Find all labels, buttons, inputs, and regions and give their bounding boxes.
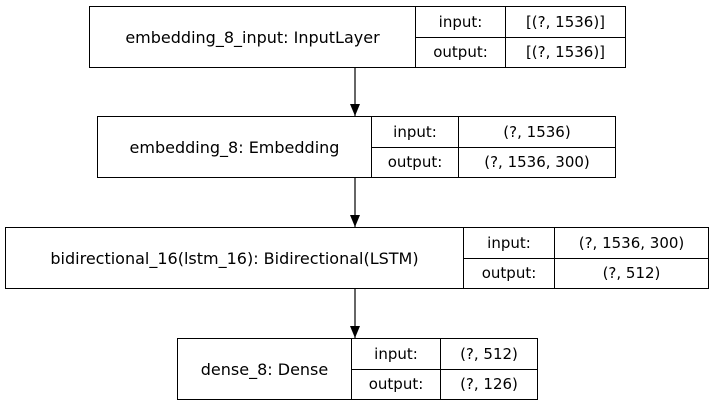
input-shape: [(?, 1536)] xyxy=(525,12,606,31)
output-row: output: [(?, 1536)] xyxy=(416,36,625,67)
input-shape: (?, 1536, 300) xyxy=(578,233,685,252)
node-bidirectional-16: bidirectional_16(lstm_16): Bidirectional… xyxy=(5,227,709,289)
output-shape: (?, 1536, 300) xyxy=(484,153,590,172)
output-label: output: xyxy=(372,147,459,177)
input-label: input: xyxy=(372,117,459,147)
output-label: output: xyxy=(464,258,555,288)
io-grid: input: (?, 512) output: (?, 126) xyxy=(352,339,537,399)
input-row: input: (?, 512) xyxy=(352,339,537,369)
output-shape: [(?, 1536)] xyxy=(525,43,606,62)
input-shape: (?, 1536) xyxy=(503,122,571,141)
output-shape: (?, 126) xyxy=(460,375,518,394)
input-label: input: xyxy=(464,228,555,258)
output-shape: (?, 512) xyxy=(602,264,661,283)
output-label: output: xyxy=(352,369,441,399)
arrowhead-input-to-embedding xyxy=(350,104,360,116)
input-row: input: [(?, 1536)] xyxy=(416,7,625,37)
output-row: output: (?, 126) xyxy=(352,368,537,399)
node-name: dense_8: Dense xyxy=(178,339,352,399)
arrowhead-embedding-to-bidirectional xyxy=(350,215,360,227)
input-label: input: xyxy=(352,339,441,369)
output-row: output: (?, 512) xyxy=(464,257,708,288)
output-label: output: xyxy=(416,37,506,67)
arrowhead-bidirectional-to-dense xyxy=(350,326,360,338)
node-name: embedding_8: Embedding xyxy=(98,117,372,177)
io-grid: input: (?, 1536, 300) output: (?, 512) xyxy=(464,228,708,288)
input-shape: (?, 512) xyxy=(460,344,518,363)
node-name: bidirectional_16(lstm_16): Bidirectional… xyxy=(6,228,464,288)
node-dense-8: dense_8: Dense input: (?, 512) output: (… xyxy=(177,338,538,400)
node-embedding-8: embedding_8: Embedding input: (?, 1536) … xyxy=(97,116,616,178)
io-grid: input: (?, 1536) output: (?, 1536, 300) xyxy=(372,117,615,177)
io-grid: input: [(?, 1536)] output: [(?, 1536)] xyxy=(416,7,625,67)
input-row: input: (?, 1536, 300) xyxy=(464,228,708,258)
output-row: output: (?, 1536, 300) xyxy=(372,146,615,177)
input-label: input: xyxy=(416,7,506,37)
node-embedding-8-input: embedding_8_input: InputLayer input: [(?… xyxy=(89,6,626,68)
node-name: embedding_8_input: InputLayer xyxy=(90,7,416,67)
input-row: input: (?, 1536) xyxy=(372,117,615,147)
